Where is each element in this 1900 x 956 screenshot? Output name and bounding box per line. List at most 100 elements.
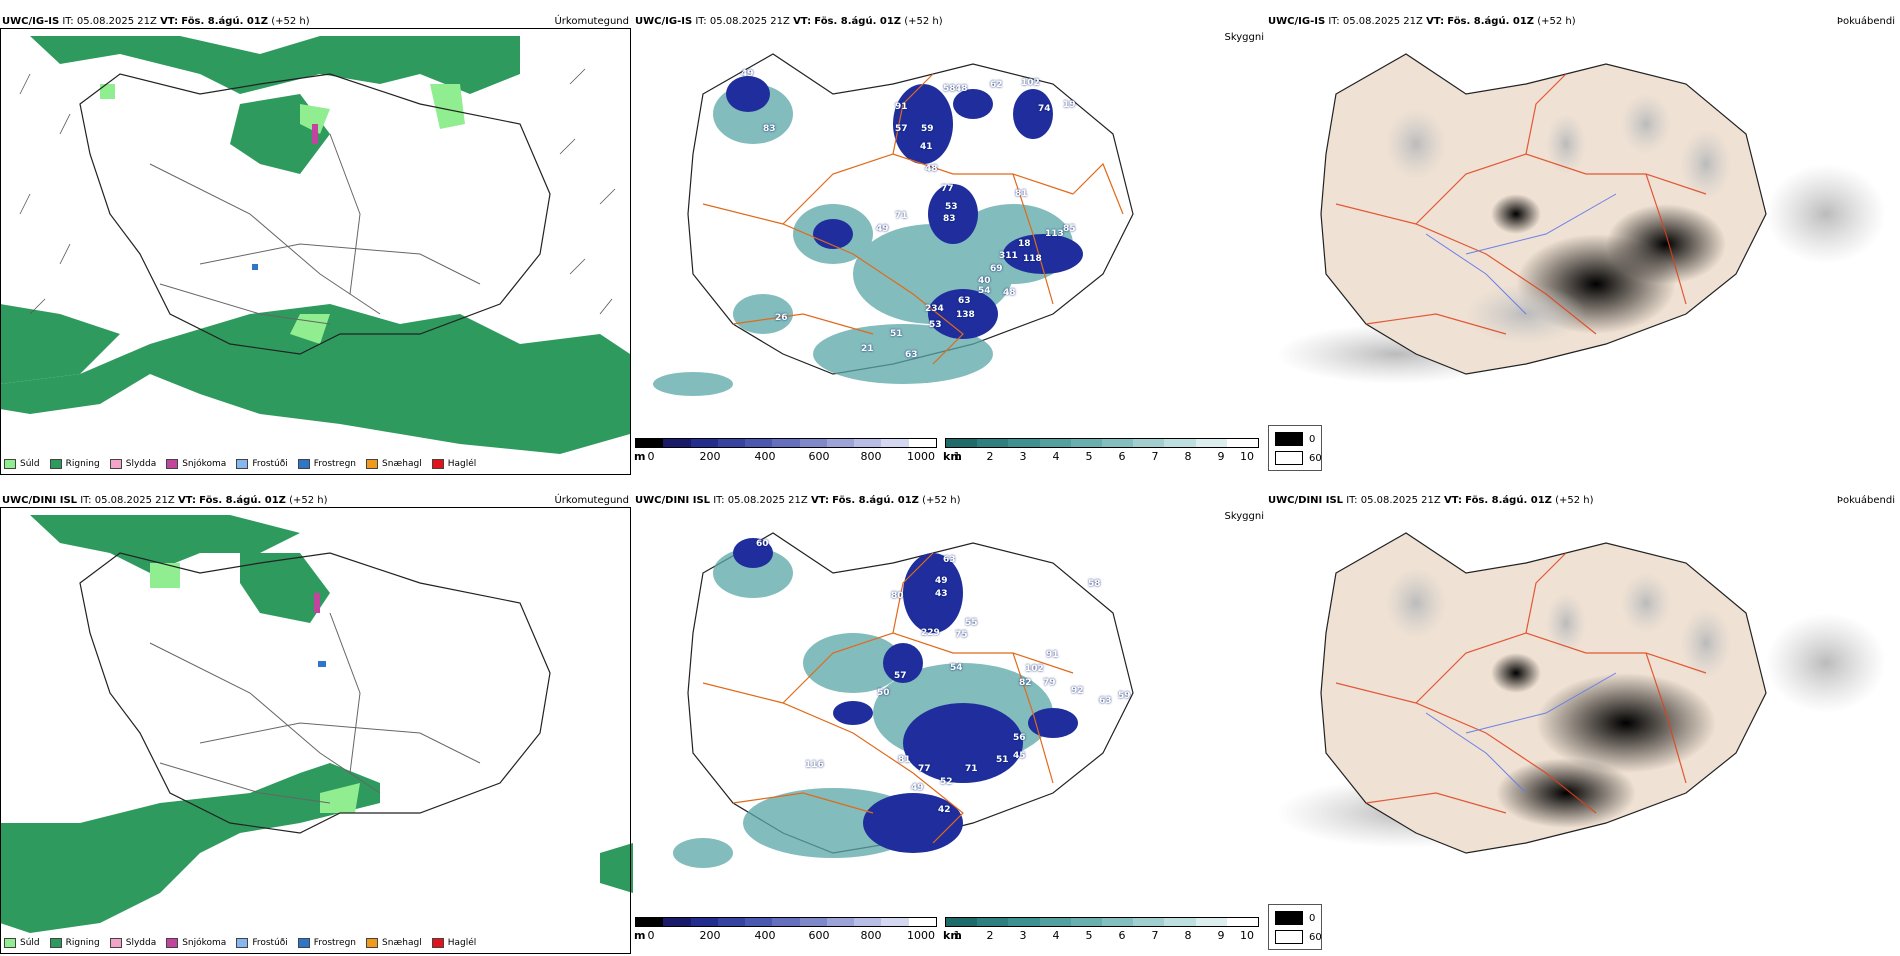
fog-legend: 0 60 [1268, 425, 1322, 471]
visibility-value: 229 [921, 628, 940, 638]
height-tick: 600 [808, 450, 830, 463]
visibility-value: 63 [958, 296, 971, 306]
visibility-value: 75 [955, 630, 968, 640]
visibility-value: 51 [996, 755, 1009, 765]
visibility-value: 41 [920, 142, 933, 152]
legend-item-sudl: Súld [4, 459, 40, 469]
visibility-value: 113 [1045, 229, 1064, 239]
visibility-tick: 6 [1118, 450, 1126, 463]
visibility-tick: 1 [953, 929, 961, 942]
visibility-value: 59 [921, 124, 934, 134]
height-tick: 1000 [907, 450, 935, 463]
visibility-tick: 7 [1151, 929, 1159, 942]
visibility-value: 118 [1023, 254, 1042, 264]
visibility-value: 51 [890, 329, 903, 339]
panel-type-label: Þokuábendi [1836, 16, 1895, 27]
visibility-tick: 3 [1019, 929, 1027, 942]
visibility-value: 58 [1088, 579, 1101, 589]
visibility-label: Skyggni [1224, 32, 1264, 43]
height-colorbar [635, 438, 937, 448]
visibility-unit: km [943, 929, 962, 942]
height-colorbar [635, 917, 937, 927]
legend-item-haglel: Haglél [431, 459, 476, 469]
fog-legend-high: 60 [1309, 452, 1322, 464]
panel-title: UWC/IG-IS IT: 05.08.2025 21Z VT: Fös. 8.… [635, 16, 943, 27]
height-tick: 0 [647, 929, 655, 942]
precip-legend: Súld Rigning Slydda Snjókoma Frostúði Fr… [4, 938, 476, 948]
panel-title: UWC/IG-IS IT: 05.08.2025 21Z VT: Fös. 8.… [1268, 16, 1576, 27]
precip-panel-row2: UWC/DINI ISL IT: 05.08.2025 21Z VT: Fös.… [0, 493, 633, 956]
fog-map [1276, 532, 1886, 854]
visibility-value: 71 [895, 211, 908, 221]
panel-title: UWC/DINI ISL IT: 05.08.2025 21Z VT: Fös.… [635, 495, 961, 506]
visibility-value: 45 [1013, 751, 1026, 761]
visibility-value: 54 [978, 286, 991, 296]
visibility-value: 54 [950, 663, 963, 673]
visibility-tick: 3 [1019, 450, 1027, 463]
precip-legend: Súld Rigning Slydda Snjókoma Frostúði Fr… [4, 459, 476, 469]
fog-legend-low: 0 [1309, 912, 1316, 924]
cloud-panel-row1: UWC/IG-IS IT: 05.08.2025 21Z VT: Fös. 8.… [1266, 14, 1899, 477]
visibility-value: 83 [943, 214, 956, 224]
visibility-colorbar [945, 917, 1259, 927]
visibility-tick: 6 [1118, 929, 1126, 942]
visibility-value: 52 [940, 777, 953, 787]
visibility-tick: 5 [1085, 450, 1093, 463]
visibility-value: 80 [891, 591, 904, 601]
height-tick: 800 [860, 929, 882, 942]
visibility-value: 83 [763, 124, 776, 134]
legend-item-snjokoma: Snjókoma [166, 459, 226, 469]
visibility-value: 74 [1038, 104, 1051, 114]
legend-item-snaehagl: Snæhagl [366, 938, 422, 948]
visibility-value: 91 [1046, 650, 1059, 660]
visibility-tick: 8 [1184, 929, 1192, 942]
fog-legend: 0 60 [1268, 904, 1322, 950]
visibility-value: 234 [925, 304, 944, 314]
visibility-label: Skyggni [1224, 511, 1264, 522]
visibility-value: 49 [935, 576, 948, 586]
visibility-value: 91 [895, 102, 908, 112]
height-tick: 400 [754, 450, 776, 463]
visibility-value: 48 [1003, 288, 1016, 298]
legend-item-snjokoma: Snjókoma [166, 938, 226, 948]
visibility-value: 82 [1019, 678, 1032, 688]
visibility-value: 57 [894, 671, 907, 681]
visibility-tick: 10 [1240, 929, 1254, 942]
legend-item-snaehagl: Snæhagl [366, 459, 422, 469]
panel-type-label: Úrkomutegund [554, 495, 629, 506]
legend-item-haglel: Haglél [431, 938, 476, 948]
legend-item-slydda: Slydda [109, 459, 156, 469]
visibility-value: 48 [955, 84, 968, 94]
precip-map [0, 29, 631, 475]
legend-item-sudl: Súld [4, 938, 40, 948]
height-unit: m [634, 929, 646, 942]
visibility-value: 49 [876, 224, 889, 234]
visibility-value: 57 [895, 124, 908, 134]
visibility-value: 77 [918, 764, 931, 774]
panel-type-label: Úrkomutegund [554, 16, 629, 27]
visibility-panel-row1: UWC/IG-IS IT: 05.08.2025 21Z VT: Fös. 8.… [633, 14, 1266, 477]
visibility-tick: 4 [1052, 929, 1060, 942]
legend-item-slydda: Slydda [109, 938, 156, 948]
visibility-value: 102 [1025, 664, 1044, 674]
fog-map [1276, 53, 1886, 384]
height-tick: 200 [699, 929, 721, 942]
height-tick: 0 [647, 450, 655, 463]
panel-title: UWC/DINI ISL IT: 05.08.2025 21Z VT: Fös.… [2, 495, 328, 506]
visibility-value: 59 [1118, 691, 1131, 701]
visibility-tick: 9 [1217, 450, 1225, 463]
visibility-value: 19 [1063, 100, 1076, 110]
visibility-value: 63 [905, 350, 918, 360]
visibility-value: 53 [945, 202, 958, 212]
visibility-colorbar [945, 438, 1259, 448]
visibility-map [653, 53, 1134, 396]
visibility-value: 63 [943, 555, 956, 565]
visibility-value: 49 [741, 69, 754, 79]
visibility-value: 77 [941, 184, 954, 194]
visibility-value: 53 [929, 320, 942, 330]
visibility-value: 311 [999, 251, 1018, 261]
legend-item-rigning: Rigning [49, 938, 100, 948]
visibility-value: 18 [1018, 239, 1031, 249]
precip-map [0, 508, 633, 954]
visibility-value: 60 [756, 539, 769, 549]
